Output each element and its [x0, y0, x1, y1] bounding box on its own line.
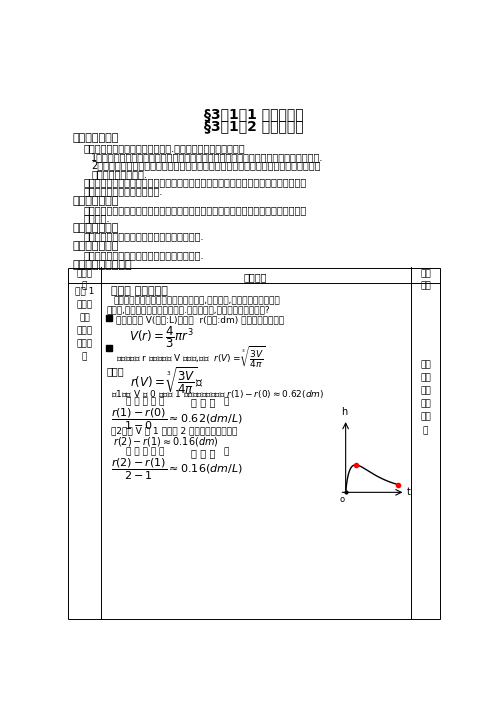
Text: 【教学重点】：: 【教学重点】： — [73, 223, 119, 233]
Text: 本节的中心任务是形成导数的概念.概念形成划分为两个层次：: 本节的中心任务是形成导数的概念.概念形成划分为两个层次： — [84, 143, 246, 153]
Text: §3．1．2 导数的概念: §3．1．2 导数的概念 — [204, 119, 304, 133]
Text: 【教学难点】：: 【教学难点】： — [73, 241, 119, 251]
Text: 学生对导数概念的理解会有些困难，所以要对课本上的两个问题进行深入的探讨，以便: 学生对导数概念的理解会有些困难，所以要对课本上的两个问题进行深入的探讨，以便 — [84, 178, 307, 187]
Text: 设计
意图: 设计 意图 — [420, 269, 431, 290]
Text: 的增加,气球的半径增加越来越慢.从数学角度,如何描述这种现象呢?: 的增加,气球的半径增加越来越慢.从数学角度,如何描述这种现象呢? — [107, 305, 271, 314]
Text: 分析：: 分析： — [107, 366, 124, 376]
Text: 为导
数概
念的
引入
做铺
垫: 为导 数概 念的 引入 做铺 垫 — [420, 360, 431, 435]
Text: 为: 为 — [223, 397, 229, 406]
Text: 为: 为 — [223, 448, 229, 457]
Text: $\dfrac{r(1)-r(0)}{1-0}\approx 0.62(dm/L)$: $\dfrac{r(1)-r(0)}{1-0}\approx 0.62(dm/L… — [111, 406, 243, 432]
Text: 理解掌握物体的瞬时速度的意义和导数的定义.: 理解掌握物体的瞬时速度的意义和导数的定义. — [84, 250, 204, 260]
Text: h: h — [341, 407, 347, 417]
Text: 数的定义.: 数的定义. — [84, 213, 110, 224]
Text: 知道了物体的运动规律，用极限来定义物体的瞬时速度，学会求物体的瞬时速度掌握导: 知道了物体的运动规律，用极限来定义物体的瞬时速度，学会求物体的瞬时速度掌握导 — [84, 205, 307, 215]
Text: t: t — [407, 487, 411, 497]
Text: 我们都吹过气球回忆一下吹气球的过程,可以发现,随着气球内空气容量: 我们都吹过气球回忆一下吹气球的过程,可以发现,随着气球内空气容量 — [113, 297, 280, 306]
Text: $r(2)-r(1)\approx 0.16(dm)$: $r(2)-r(1)\approx 0.16(dm)$ — [113, 435, 219, 449]
Text: $\dfrac{r(2)-r(1)}{2-1}\approx 0.16(dm/L)$: $\dfrac{r(2)-r(1)}{2-1}\approx 0.16(dm/L… — [111, 457, 243, 482]
Bar — [68, 267, 440, 618]
Text: 问题 1
气球膨
胀率
（一）
问题提
出: 问题 1 气球膨 胀率 （一） 问题提 出 — [75, 286, 94, 362]
Text: 问题１ 气球膊胀率: 问题１ 气球膊胀率 — [111, 286, 168, 296]
Text: 顺利地使学生形成导数的概念.: 顺利地使学生形成导数的概念. — [84, 186, 163, 196]
Text: （2）当 V 从 1 增加到 2 时，气球半径增加了: （2）当 V 从 1 增加到 2 时，气球半径增加了 — [111, 426, 237, 435]
Text: o: o — [340, 495, 345, 503]
Text: 1、借助气球膊胀率问题，了解变化率的含义；借助高台跳水问题，明确瞬时速度的含义.: 1、借助气球膊胀率问题，了解变化率的含义；借助高台跳水问题，明确瞬时速度的含义. — [91, 152, 324, 162]
Text: 气球的体积 V(单位:L)与半径  r(单位:dm) 之间的函数关系是: 气球的体积 V(单位:L)与半径 r(单位:dm) 之间的函数关系是 — [116, 315, 284, 324]
Text: 理解掌握物体的瞬时速度的意义和导数的定义.: 理解掌握物体的瞬时速度的意义和导数的定义. — [84, 232, 204, 241]
Text: 【教学过程设计】：: 【教学过程设计】： — [73, 260, 132, 270]
Text: $r(V) = \sqrt[3]{\dfrac{3V}{4\pi}}$，: $r(V) = \sqrt[3]{\dfrac{3V}{4\pi}}$， — [130, 366, 204, 396]
Text: 膨 胀 率: 膨 胀 率 — [190, 449, 215, 458]
Text: $V(r) = \dfrac{4}{3}\pi r^3$: $V(r) = \dfrac{4}{3}\pi r^3$ — [128, 324, 193, 350]
Text: 教学环
节: 教学环 节 — [76, 269, 93, 290]
Text: 气 球 的 平 均: 气 球 的 平 均 — [126, 448, 165, 457]
Text: 膨 胀 率: 膨 胀 率 — [190, 397, 215, 408]
Text: 化率，了解导数内涵.: 化率，了解导数内涵. — [91, 169, 147, 179]
Text: 气 球 的 平 均: 气 球 的 平 均 — [126, 397, 165, 406]
Text: 如果将半径 r 表示为体积 V 的函数,那么  $r(V) = \sqrt[3]{\dfrac{3V}{4\pi}}$: 如果将半径 r 表示为体积 V 的函数,那么 $r(V) = \sqrt[3]{… — [116, 345, 266, 371]
Text: （1）当 V 从 0 增加到 1 时，气球半径增加了 $r(1)-r(0)\approx 0.62(dm)$: （1）当 V 从 0 增加到 1 时，气球半径增加了 $r(1)-r(0)\ap… — [111, 388, 324, 399]
Text: 2、以速度模型为出发点，结合其他实例抽象出导数概念，使学生认识到导数就是瞬时变: 2、以速度模型为出发点，结合其他实例抽象出导数概念，使学生认识到导数就是瞬时变 — [91, 161, 321, 171]
Text: 【学情分析】：: 【学情分析】： — [73, 133, 119, 143]
Text: 【教学目标】：: 【教学目标】： — [73, 196, 119, 206]
Text: 教学活动: 教学活动 — [244, 272, 267, 282]
Text: §3．1．1 变化率问题: §3．1．1 变化率问题 — [204, 107, 304, 121]
